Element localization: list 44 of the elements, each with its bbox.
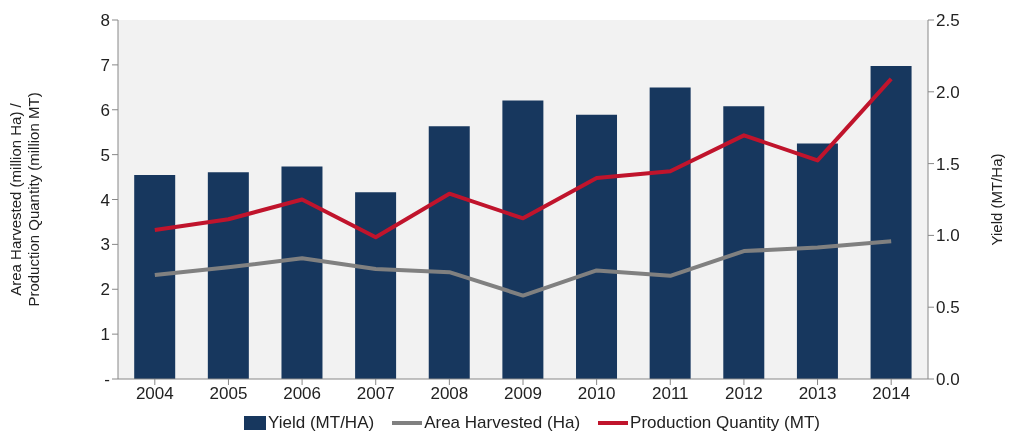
bar: [355, 192, 397, 379]
y-tick-label: 2: [100, 280, 110, 300]
y2-axis-title: Yield (MT/Ha): [988, 153, 1005, 246]
line-series: [152, 76, 894, 240]
x-tick-label: 2008: [430, 384, 469, 404]
x-tick-label: 2006: [283, 384, 321, 404]
bar: [576, 114, 618, 379]
y-tick-label: -: [104, 370, 110, 390]
bar: [207, 172, 249, 379]
bar: [870, 65, 912, 379]
y-tick-label: 5: [100, 145, 110, 165]
line-series: [152, 239, 894, 298]
y2-tick-label: 0.0: [936, 370, 960, 390]
y-tick-label: 6: [100, 100, 110, 120]
legend-label: Production Quantity (MT): [630, 413, 820, 433]
y-tick-label: 4: [100, 190, 110, 210]
y-axis-title: Area Harvested (million Ha) / Production Quantity (million MT): [7, 92, 42, 307]
x-tick-label: 2009: [504, 384, 542, 404]
y2-tick-label: 2.5: [936, 11, 960, 31]
x-tick-label: 2004: [135, 384, 174, 404]
bar: [281, 166, 323, 379]
x-tick-label: 2011: [651, 384, 689, 404]
bar: [134, 175, 176, 379]
y2-tick-label: 1.0: [936, 226, 960, 246]
x-tick-label: 2012: [725, 384, 763, 404]
bar: [796, 143, 838, 379]
y-tick-label: 1: [100, 325, 110, 345]
y-tick-label: 7: [100, 55, 110, 75]
x-tick-label: 2007: [356, 384, 395, 404]
y2-tick-label: 1.5: [936, 154, 960, 174]
y2-tick-label: 2.0: [936, 82, 960, 102]
legend-label: Area Harvested (Ha): [424, 413, 581, 433]
bar: [502, 100, 544, 379]
y2-tick-label: 0.5: [936, 298, 960, 318]
y-tick-label: 8: [100, 11, 110, 31]
y-tick-label: 3: [100, 235, 110, 255]
x-tick-label: 2010: [577, 384, 616, 404]
bar: [723, 106, 765, 379]
x-tick-label: 2013: [798, 384, 837, 404]
bar: [649, 87, 691, 379]
x-tick-label: 2005: [209, 384, 248, 404]
bar: [428, 126, 470, 379]
legend-label: Yield (MT/HA): [268, 413, 375, 433]
x-tick-label: 2014: [872, 384, 911, 404]
